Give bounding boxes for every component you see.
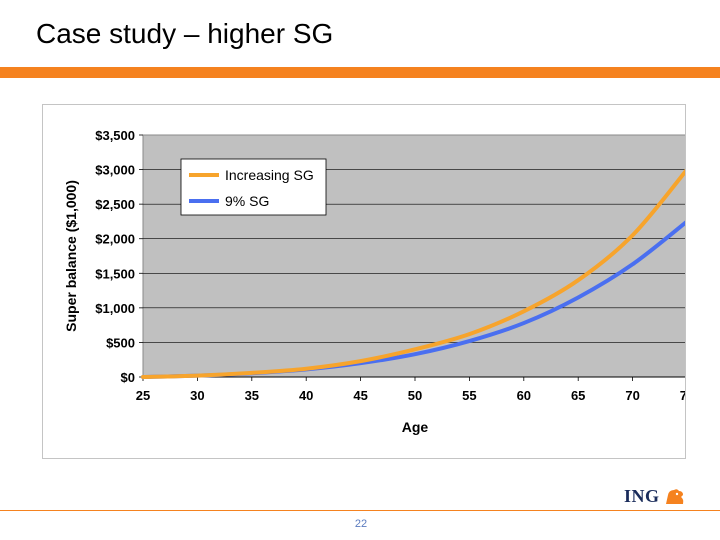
y-tick-label: $0 xyxy=(121,370,135,385)
page-number: 22 xyxy=(354,518,368,530)
y-tick-label: $2,000 xyxy=(95,232,135,247)
y-axis-title: Super balance ($1,000) xyxy=(63,180,79,332)
x-tick-label: 75 xyxy=(680,388,685,403)
ing-logo: ING xyxy=(624,486,687,506)
series-line-increasing-sg xyxy=(141,168,685,379)
legend-label: Increasing SG xyxy=(225,167,314,183)
y-tick-label: $500 xyxy=(106,335,135,350)
footer-divider xyxy=(0,510,720,511)
legend-label: 9% SG xyxy=(225,193,269,209)
x-tick-label: 25 xyxy=(136,388,150,403)
y-tick-label: $1,500 xyxy=(95,266,135,281)
y-tick-label: $2,500 xyxy=(95,197,135,212)
accent-bar xyxy=(0,67,720,78)
x-tick-label: 65 xyxy=(571,388,585,403)
chart-frame: $0 $500 $1,000 $1,500 $2,000 $2,500 $3,000 $3,5… xyxy=(42,104,686,459)
x-tick-label: 55 xyxy=(462,388,476,403)
x-tick-label: 60 xyxy=(517,388,531,403)
line-chart: $0 $500 $1,000 $1,500 $2,000 $2,500 $3,000 $3,5… xyxy=(63,128,685,435)
x-tick-label: 45 xyxy=(353,388,367,403)
x-tick-label: 70 xyxy=(625,388,639,403)
x-tick-label: 30 xyxy=(190,388,204,403)
legend-box xyxy=(180,158,327,216)
x-tick-label: 40 xyxy=(299,388,313,403)
x-tick-label: 50 xyxy=(408,388,422,403)
y-tick-label: $1,000 xyxy=(95,301,135,316)
x-axis-title: Age xyxy=(402,419,429,435)
slide-title: Case study – higher SG xyxy=(36,18,334,49)
y-tick-label: $3,000 xyxy=(95,163,135,178)
y-tick-label: $3,500 xyxy=(95,128,135,143)
logo-text: ING xyxy=(624,485,660,506)
x-tick-label: 35 xyxy=(245,388,259,403)
lion-icon xyxy=(665,489,683,504)
